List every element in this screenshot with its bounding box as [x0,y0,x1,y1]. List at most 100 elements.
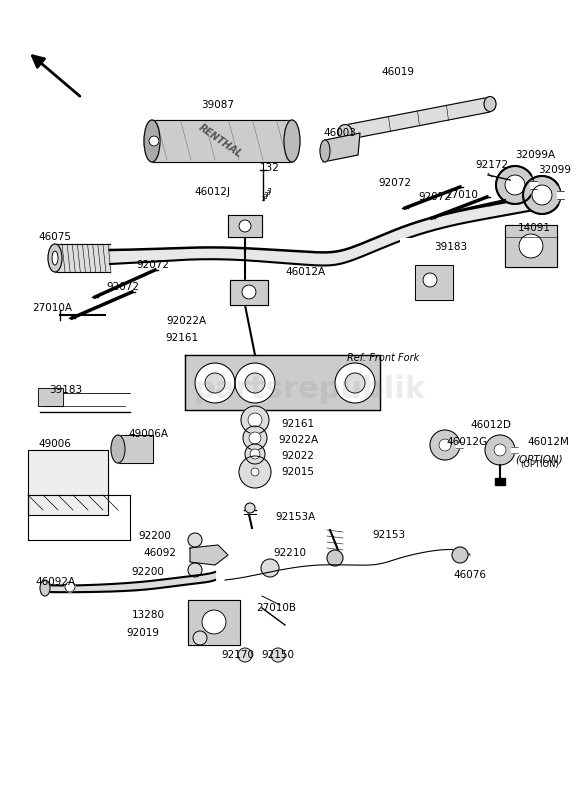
Text: RENTHAL: RENTHAL [196,122,244,160]
Text: 27010: 27010 [446,190,478,200]
Text: 39087: 39087 [201,100,235,110]
Circle shape [249,432,261,444]
Bar [118,435,153,463]
Circle shape [430,430,460,460]
Bar [400,238,500,318]
Text: 46012G: 46012G [446,437,488,447]
Circle shape [241,406,269,434]
Circle shape [251,468,259,476]
Text: 46019: 46019 [381,67,415,77]
Circle shape [345,373,365,393]
Text: 49006A: 49006A [128,429,168,439]
Circle shape [245,373,265,393]
Text: 92022A: 92022A [166,316,206,326]
Text: 46012D: 46012D [471,420,512,430]
Text: 92153: 92153 [373,530,405,540]
Bar [38,388,63,406]
Ellipse shape [111,435,125,463]
Bar [505,225,557,267]
Text: 32099A: 32099A [515,150,555,160]
Bar [28,450,108,515]
Bar [505,225,557,267]
Polygon shape [190,545,228,565]
Bar [185,355,380,410]
Text: (OPTION): (OPTION) [515,455,563,465]
Text: 46092A: 46092A [35,577,75,587]
Circle shape [245,444,265,464]
Text: 92072: 92072 [137,260,169,270]
Ellipse shape [338,125,352,139]
Circle shape [235,363,275,403]
Circle shape [202,610,226,634]
Circle shape [439,439,451,451]
Text: 92072: 92072 [378,178,412,188]
Polygon shape [530,181,537,189]
Text: 39183: 39183 [434,242,468,252]
Text: 92150: 92150 [262,650,294,660]
Text: 39183: 39183 [50,385,82,395]
Text: 49006: 49006 [39,439,71,449]
Text: 92072: 92072 [419,192,451,202]
Circle shape [505,175,525,195]
Text: 92153A: 92153A [276,512,316,522]
Circle shape [242,285,256,299]
Text: 92019: 92019 [127,628,159,638]
Bar [28,450,108,515]
Text: 92210: 92210 [273,548,307,558]
Circle shape [193,631,207,645]
Text: 92172: 92172 [475,160,509,170]
Circle shape [239,220,251,232]
Ellipse shape [144,120,160,162]
Text: (OPTION): (OPTION) [520,461,559,470]
Polygon shape [557,191,564,199]
Bar [415,265,453,300]
Text: 32099: 32099 [538,165,572,175]
Polygon shape [511,447,518,453]
Circle shape [205,373,225,393]
Text: 27010A: 27010A [32,303,72,313]
Circle shape [195,363,235,403]
Circle shape [261,559,279,577]
Circle shape [271,648,285,662]
Circle shape [250,449,260,459]
Text: 92022A: 92022A [278,435,318,445]
Text: partsrepublik: partsrepublik [194,375,426,405]
Ellipse shape [523,176,561,214]
Text: 92022: 92022 [281,451,315,461]
Circle shape [485,435,515,465]
Circle shape [452,547,468,563]
Circle shape [248,413,262,427]
Text: 92072: 92072 [106,282,140,292]
Text: 46092: 46092 [144,548,176,558]
Text: 46012A: 46012A [285,267,325,277]
Text: 92161: 92161 [165,333,199,343]
Text: 132: 132 [260,163,280,173]
Bar [188,600,240,645]
Polygon shape [345,97,490,140]
Bar [230,280,268,305]
Circle shape [149,136,159,146]
Text: 14091: 14091 [517,223,551,233]
Circle shape [423,273,437,287]
Text: 46003: 46003 [324,128,356,138]
Bar [28,495,458,670]
Polygon shape [323,133,360,162]
Text: 92200: 92200 [131,567,165,577]
Text: 92161: 92161 [281,419,315,429]
Circle shape [239,456,271,488]
Ellipse shape [484,97,496,111]
Text: 92015: 92015 [281,467,315,477]
Polygon shape [456,442,463,448]
Ellipse shape [320,140,330,162]
Ellipse shape [48,244,62,272]
Ellipse shape [52,251,58,265]
Text: 46076: 46076 [454,570,486,580]
Polygon shape [495,478,505,485]
Circle shape [65,582,75,592]
Bar [28,368,148,428]
Circle shape [243,426,267,450]
Text: 13280: 13280 [131,610,165,620]
Circle shape [238,648,252,662]
Circle shape [245,503,255,513]
Circle shape [188,563,202,577]
